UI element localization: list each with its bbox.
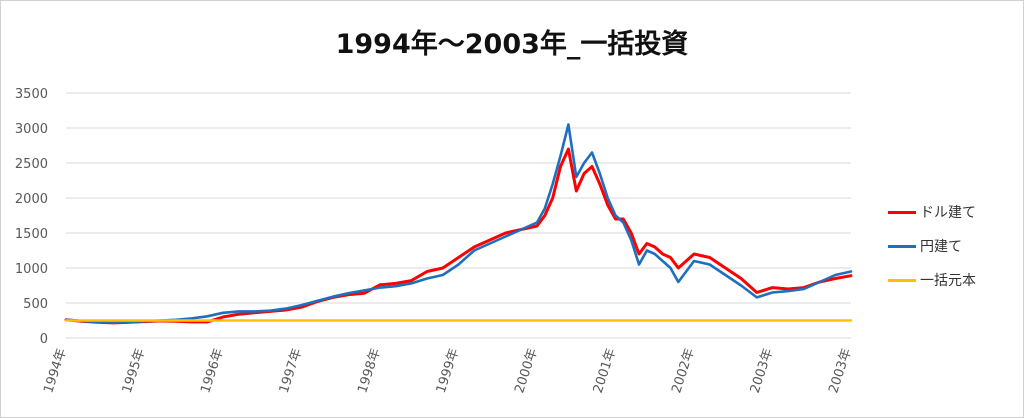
- legend-swatch-principal: [888, 278, 916, 282]
- y-tick-label-1000: 1000: [15, 262, 48, 277]
- x-tick-label-10: 2003年: [826, 347, 855, 395]
- legend-item-yen: 円建て: [888, 236, 976, 256]
- x-tick-label-3: 1997年: [277, 347, 306, 395]
- x-tick-label-0: 1994年: [41, 347, 70, 395]
- x-tick-label-7: 2001年: [591, 347, 620, 395]
- x-tick-label-9: 2003年: [748, 347, 777, 395]
- x-tick-label-1: 1995年: [120, 347, 149, 395]
- y-tick-label-2500: 2500: [15, 157, 48, 172]
- x-tick-label-5: 1999年: [434, 347, 463, 395]
- chart-title: 1994年～2003年_一括投資: [335, 29, 689, 60]
- legend-item-dollar: ドル建て: [888, 202, 976, 222]
- y-tick-label-0: 0: [40, 332, 48, 347]
- y-tick-label-3000: 3000: [15, 122, 48, 137]
- legend: ドル建て 円建て 一括元本: [888, 202, 976, 304]
- legend-label-dollar: ドル建て: [920, 205, 976, 221]
- legend-label-principal: 一括元本: [920, 273, 976, 289]
- series-line-0: [64, 147, 853, 325]
- x-tick-label-2: 1996年: [198, 347, 227, 395]
- legend-item-principal: 一括元本: [888, 270, 976, 290]
- y-tick-label-500: 500: [23, 297, 48, 312]
- legend-swatch-dollar: [888, 210, 916, 214]
- x-tick-label-8: 2002年: [669, 347, 698, 395]
- series-line-1: [64, 123, 853, 324]
- legend-swatch-yen: [888, 244, 916, 248]
- x-tick-label-4: 1998年: [355, 347, 384, 395]
- legend-label-yen: 円建て: [920, 239, 962, 255]
- y-tick-label-1500: 1500: [15, 227, 48, 242]
- x-tick-label-6: 2000年: [512, 347, 541, 395]
- y-tick-label-3500: 3500: [15, 87, 48, 102]
- y-tick-label-2000: 2000: [15, 192, 48, 207]
